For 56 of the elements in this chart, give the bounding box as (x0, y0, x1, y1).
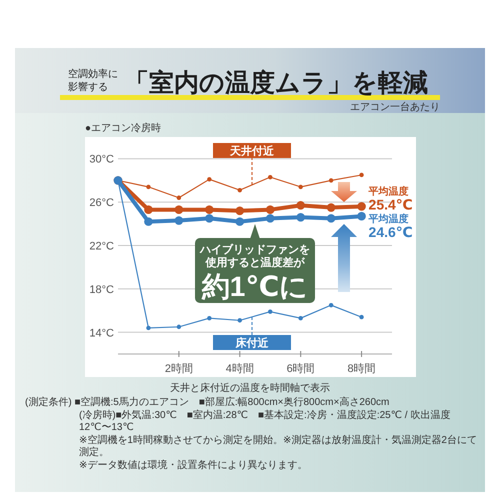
point (359, 172, 364, 178)
series-label: 天井付近 (229, 144, 275, 158)
point (298, 184, 303, 190)
point (235, 217, 244, 226)
text: ※空調機を1時間稼動させてから測定を開始。※測定器は放射温度計・気温測定器2台にて測定。 (78, 435, 478, 459)
point (176, 324, 182, 330)
point (205, 214, 214, 223)
point (207, 316, 212, 320)
chart-subtitle: エアコン一台あたり (350, 101, 440, 113)
point (357, 212, 366, 221)
x-tick-label: 8時間 (347, 362, 376, 375)
point (144, 205, 153, 214)
point (296, 201, 305, 210)
annotation: 平均温度 25.4℃ (368, 185, 413, 212)
point (268, 309, 272, 314)
y-tick-label: 30°C (89, 154, 114, 166)
x-tick-label: 6時間 (286, 362, 315, 375)
y-tick-label: 18°C (89, 284, 114, 296)
point (357, 202, 366, 211)
y-tick-label: 14°C (89, 327, 114, 340)
annotation: ハイブリッドファンを使用すると温度差が (199, 243, 310, 269)
point (296, 212, 305, 222)
point (146, 326, 151, 330)
point (326, 203, 336, 212)
point (328, 178, 334, 183)
text: ●エアコン冷房時 (85, 122, 162, 134)
point (298, 316, 303, 320)
point (238, 318, 242, 323)
point (266, 214, 275, 223)
x-tick-label: 4時間 (226, 362, 254, 375)
point (144, 217, 153, 226)
x-tick-label: 2時間 (164, 362, 193, 375)
point (205, 205, 214, 214)
point (207, 177, 212, 182)
point (326, 214, 336, 223)
point (146, 184, 151, 190)
point (174, 205, 184, 214)
y-tick-label: 26°C (89, 197, 114, 210)
text: ※データ数値は環境・設置条件により異なります。 (78, 460, 308, 472)
legend-label: 床付近 (234, 336, 270, 350)
point (176, 196, 182, 200)
point (359, 314, 364, 320)
annotation: 平均温度 24.6℃ (368, 213, 413, 240)
point (328, 302, 334, 308)
chart-title: 「室内の温度ムラ」を軽減 (124, 69, 428, 97)
point (268, 174, 272, 180)
text: (測定条件) ■空調機:5馬力のエアコン ■部屋広:幅800cm×奥行800cm×高さ260cm (25, 397, 390, 409)
point (238, 188, 242, 192)
x-axis-title: 天井と床付近の温度を時間軸で表示 (170, 382, 330, 394)
text: (冷房時)■外気温:30℃ ■室内温:28℃ ■基本設定:冷房・温度設定:25℃ / 吹出温度 12℃〜13℃ (78, 410, 452, 434)
text: 空調効率に影響する (68, 68, 118, 93)
y-tick-label: 22°C (89, 240, 114, 252)
point (174, 216, 184, 225)
point (266, 205, 275, 214)
annotation: 約1℃に (200, 271, 308, 302)
point (235, 206, 244, 216)
